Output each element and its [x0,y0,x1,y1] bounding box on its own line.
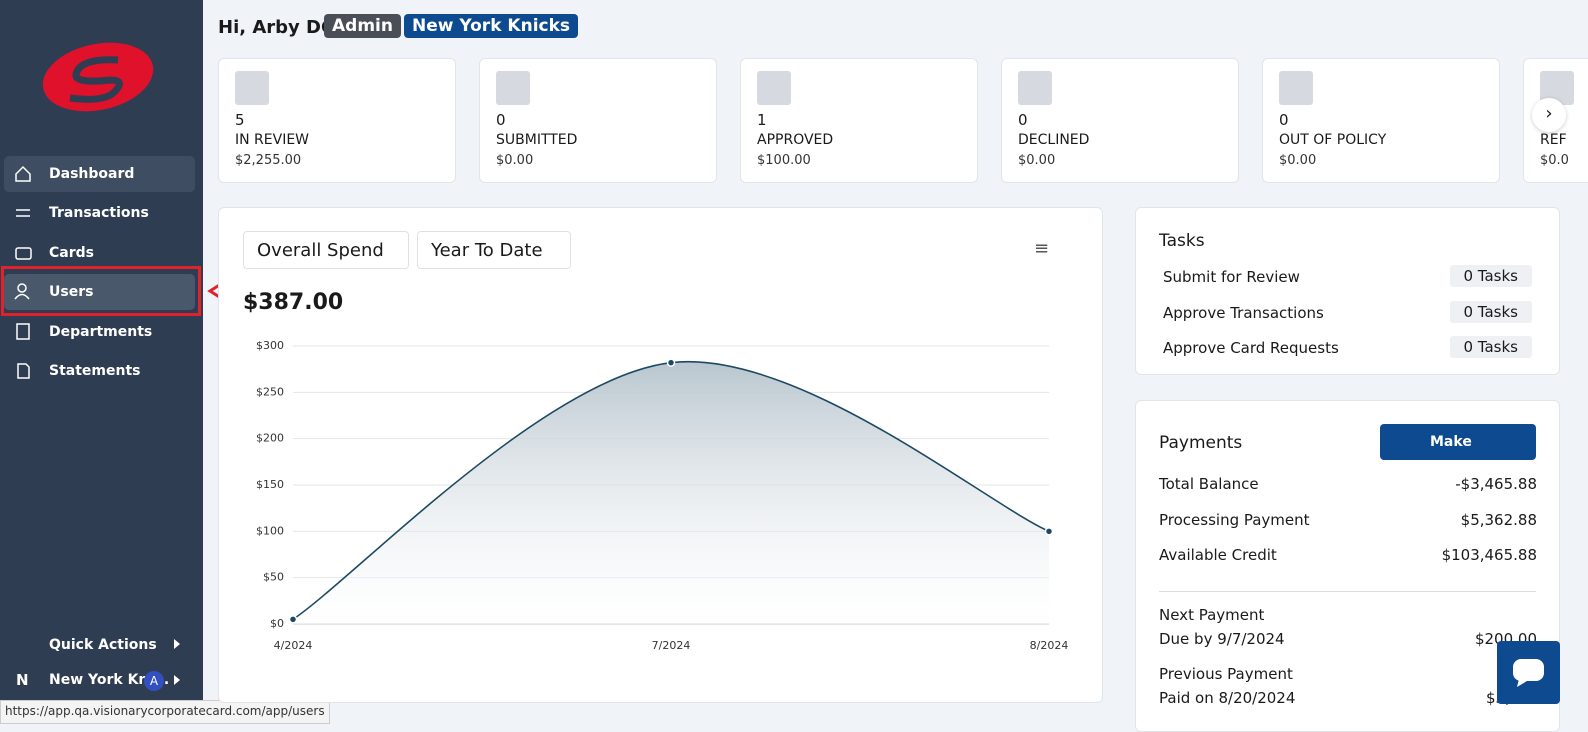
point [1044,527,1054,536]
make-payment-button[interactable]: Make Payment [1380,424,1536,486]
nav-item[interactable]: Cards [49,245,94,261]
status-label: REF [1540,132,1567,148]
tasks-title: Tasks [1159,231,1205,251]
chart: $0 $50 $100 $150 $200 $250 $300 4/2024 7/2024 8/2… [256,339,1069,652]
nav-item[interactable]: Dashboard [4,156,195,192]
status-icon [1018,71,1052,105]
status-label: IN REVIEW [235,132,310,148]
chevrons [174,639,180,685]
user-avatar[interactable]: A [144,671,164,691]
payment-value: $103,465.88 [1441,546,1537,564]
y-tick-label: $0 [270,617,284,630]
next-title: Next Payment [1159,606,1265,624]
status-icon [235,71,269,105]
status-cards: 5 IN REVIEW $2,255.00 0 SUBMITTED $0.00 1 APPRO… [218,0,1588,190]
chart-menu[interactable]: ≡ [1034,238,1050,259]
carousel-next[interactable]: › [1532,98,1566,132]
y-tick-label: $100 [256,524,284,537]
status-label: DECLINED [1018,132,1090,148]
status-count: 1 [757,111,767,129]
task-label: Approve Card Requests [1163,339,1339,357]
chat-button[interactable] [1497,641,1560,704]
y-tick-label: $150 [256,478,284,491]
status-card: 0 DECLINED $0.00 [1001,58,1239,183]
payment-label: Processing Payment [1159,510,1310,529]
logo [42,42,154,112]
status-count: 0 [1279,111,1289,129]
nav-item[interactable]: Users [4,274,195,310]
divider [1159,591,1536,592]
status-card: 1 APPROVED $100.00 [740,58,978,183]
task-count: 0 Tasks [1449,265,1532,287]
status-amount: $0.00 [1018,153,1056,168]
status-amount: $2,255.00 [235,153,302,168]
spend-card: Overall Spend Year To Date ≡ $387.00 $0 $… [218,207,1103,703]
nav-item[interactable]: Statements [49,363,141,379]
x-tick-label: 7/2024 [652,639,691,652]
status-amount: $0.0 [1540,153,1569,168]
status-icon [757,71,791,105]
payments-title: Payments [1159,433,1243,453]
team-badge: New York Knicks [404,14,579,38]
status-url: https://app.qa.visionarycorporatecard.co… [0,700,330,724]
highlight-box [1,266,201,316]
point [288,615,298,624]
previous-paid: Paid on 8/20/2024 [1159,689,1296,707]
greeting: Hi, Arby DG [218,17,336,38]
quick-actions[interactable]: Quick Actions [49,637,157,653]
task-count: 0 Tasks [1449,336,1532,358]
period-dropdown[interactable]: Year To Date [417,231,571,269]
org-initial: N [16,671,29,689]
payments-card: Payments Make Payment Next Payment Due b… [1135,400,1560,732]
next-due: Due by 9/7/2024 [1159,630,1285,648]
x-tick-label: 8/2024 [1030,639,1069,652]
nav-icons [14,165,32,379]
y-tick-label: $250 [256,385,284,398]
previous-title: Previous Payment [1159,665,1293,683]
status-card: 0 OUT OF POLICY $0.00 [1262,58,1500,183]
status-card: 0 SUBMITTED $0.00 [479,58,717,183]
nav-item[interactable]: Departments [49,324,153,340]
status-label: OUT OF POLICY [1279,132,1387,148]
payment-label: Total Balance [1159,475,1259,493]
payment-value: $5,362.88 [1460,510,1537,529]
nav-item[interactable]: Transactions [49,205,149,221]
payment-label: Available Credit [1159,546,1277,564]
y-tick-label: $300 [256,339,284,352]
status-icon [496,71,530,105]
sidebar: Dashboard Transactions Cards Users Depar… [0,0,203,724]
task-count: 0 Tasks [1449,300,1532,323]
metric-dropdown[interactable]: Overall Spend [243,231,409,269]
status-card: 5 IN REVIEW $2,255.00 [218,58,456,183]
status-amount: $0.00 [496,153,534,168]
status-label: APPROVED [757,132,834,148]
org-name[interactable]: New York Kni... [49,672,170,688]
y-tick-label: $50 [263,571,284,584]
tasks-card: Tasks Submit for Review 0 Tasks Approve Tr… [1135,207,1560,375]
area [293,361,1049,624]
point [666,358,676,367]
task-label: Submit for Review [1163,268,1300,286]
role-badge: Admin [324,14,401,38]
payment-value: -$3,465.88 [1455,475,1537,493]
status-amount: $100.00 [757,153,811,168]
y-tick-label: $200 [256,432,284,445]
status-count: 0 [1018,111,1028,129]
status-icon [1279,71,1313,105]
spend-total: $387.00 [243,290,344,315]
status-count: 5 [235,111,245,129]
status-count: 0 [496,111,506,129]
x-tick-label: 4/2024 [274,639,313,652]
status-amount: $0.00 [1279,153,1317,168]
task-label: Approve Transactions [1163,303,1324,322]
status-label: SUBMITTED [496,132,578,148]
